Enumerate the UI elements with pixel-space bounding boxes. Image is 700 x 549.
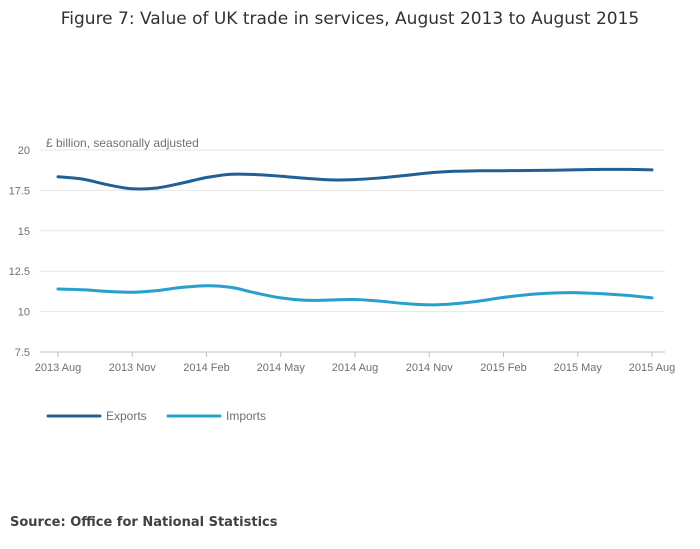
legend: Exports Imports <box>46 409 266 423</box>
x-tick-label: 2014 Feb <box>183 362 229 374</box>
x-tick-label: 2014 Nov <box>406 362 454 374</box>
x-tick-label: 2014 May <box>257 362 306 374</box>
legend-label-exports: Exports <box>106 409 147 423</box>
series-line-exports <box>56 167 654 191</box>
y-tick-label: 7.5 <box>15 347 30 359</box>
y-tick-label: 20 <box>18 145 30 157</box>
y-tick-label: 12.5 <box>9 266 30 278</box>
source-note: Source: Office for National Statistics <box>10 515 278 530</box>
y-tick-label: 15 <box>18 226 30 238</box>
x-tick-label: 2013 Nov <box>109 362 157 374</box>
y-tick-label: 10 <box>18 307 30 319</box>
y-tick-label: 17.5 <box>9 185 30 197</box>
x-tick-label: 2014 Aug <box>332 362 379 374</box>
y-axis-units-label: £ billion, seasonally adjusted <box>46 136 199 150</box>
series-line-imports <box>56 284 654 307</box>
chart-title: Figure 7: Value of UK trade in services,… <box>61 9 640 29</box>
x-tick-label: 2015 May <box>554 362 603 374</box>
gridlines: 7.5 10 12.5 15 17.5 20 <box>9 145 665 359</box>
x-tick-label: 2015 Aug <box>629 362 676 374</box>
x-tick-label: 2015 Feb <box>480 362 526 374</box>
legend-label-imports: Imports <box>226 409 266 423</box>
x-axis: 2013 Aug 2013 Nov 2014 Feb 2014 May 2014 Aug… <box>35 351 676 374</box>
series-lines <box>56 167 654 307</box>
x-tick-label: 2013 Aug <box>35 362 82 374</box>
